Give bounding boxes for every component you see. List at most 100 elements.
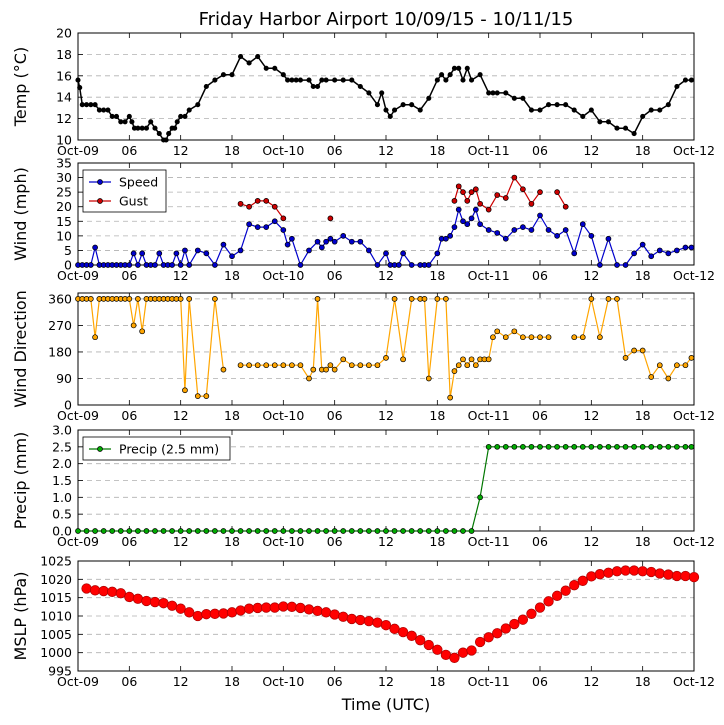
temp-xtick-label: 18 xyxy=(224,143,240,158)
precip-data-point xyxy=(135,528,141,534)
temp-data-point xyxy=(400,102,406,108)
wind-data-point xyxy=(254,224,261,230)
wind-data-point xyxy=(528,200,535,207)
temp-data-point xyxy=(563,102,569,108)
mslp-data-point xyxy=(646,566,657,578)
dir-data-point xyxy=(306,375,312,382)
dir-data-point xyxy=(212,296,218,302)
temp-data-point xyxy=(77,85,83,91)
dir-xtick-label: 12 xyxy=(173,408,189,423)
precip-data-point xyxy=(545,443,552,450)
precip-data-point xyxy=(674,443,680,450)
precip-ytick-label: 0.0 xyxy=(52,524,72,539)
mslp-data-point xyxy=(107,586,118,597)
wind-data-point xyxy=(289,235,295,242)
dir-data-point xyxy=(674,362,680,369)
mslp-data-point xyxy=(620,565,631,576)
mslp-data-point xyxy=(346,613,357,625)
dir-xtick-label: Oct-09 xyxy=(57,408,99,423)
precip-data-point xyxy=(160,528,167,534)
dir-data-point xyxy=(92,334,98,341)
mslp-data-point xyxy=(98,585,109,597)
temp-data-point xyxy=(434,77,440,83)
wind-data-point xyxy=(614,262,620,268)
temp-ytick-label: 16 xyxy=(56,68,72,83)
dir-xtick-label: 06 xyxy=(532,408,548,423)
temp-data-point xyxy=(623,125,629,131)
temp-data-point xyxy=(129,119,135,125)
mslp-ytick-label: 995 xyxy=(48,664,72,679)
temp-xtick-label: 12 xyxy=(583,143,599,158)
mslp-data-point xyxy=(269,602,280,613)
temp-data-point xyxy=(614,125,620,131)
mslp-data-point xyxy=(560,585,571,596)
precip-xtick-label: Oct-12 xyxy=(673,534,715,549)
temp-data-point xyxy=(503,90,509,96)
precip-data-point xyxy=(417,528,424,534)
wind-data-point xyxy=(169,262,175,268)
precip-data-point xyxy=(614,443,620,450)
wind-data-point xyxy=(323,238,329,245)
temp-data-point xyxy=(220,72,226,78)
wind-data-point xyxy=(571,250,578,257)
dir-data-point xyxy=(348,362,355,369)
temp-data-point xyxy=(101,107,107,113)
mslp-data-point xyxy=(226,607,238,618)
temp-data-point xyxy=(443,77,449,83)
dir-data-point xyxy=(579,334,586,341)
temp-data-point xyxy=(340,77,346,83)
temp-data-point xyxy=(105,107,111,113)
precip-ytick-label: 2.5 xyxy=(52,439,72,454)
mslp-data-point xyxy=(166,600,178,611)
mslp-data-point xyxy=(603,567,614,578)
wind-data-point xyxy=(455,183,462,190)
precip-data-point xyxy=(194,528,201,534)
mslp-data-point xyxy=(551,590,563,601)
precip-data-point xyxy=(75,528,81,534)
temp-data-point xyxy=(546,102,552,108)
temp-data-point xyxy=(195,102,201,108)
wind-data-point xyxy=(468,189,475,195)
temp-data-point xyxy=(332,77,338,83)
wind-xtick-label: Oct-10 xyxy=(262,268,304,283)
temp-data-point xyxy=(520,95,526,101)
wind-data-point xyxy=(374,262,381,268)
temp-data-point xyxy=(297,77,303,83)
wind-data-point xyxy=(674,247,680,254)
mslp-data-point xyxy=(637,566,648,577)
temp-data-point xyxy=(109,113,115,120)
dir-series-line xyxy=(78,298,224,397)
mslp-data-point xyxy=(235,605,246,616)
precip-data-point xyxy=(117,528,124,534)
dir-data-point xyxy=(648,374,655,380)
wind-data-point xyxy=(631,250,637,257)
precip-xtick-label: 06 xyxy=(532,534,548,549)
dir-data-point xyxy=(340,356,347,363)
wind-series-line xyxy=(78,207,692,268)
wind-data-point xyxy=(306,247,312,254)
temp-data-point xyxy=(143,125,149,131)
precip-data-point xyxy=(520,443,526,450)
mslp-data-point xyxy=(509,618,520,630)
mslp-data-point xyxy=(132,593,144,604)
dir-data-point xyxy=(511,328,518,335)
precip-data-point xyxy=(220,528,227,534)
mslp-data-point xyxy=(449,652,460,663)
temp-data-point xyxy=(387,113,393,120)
temp-data-point xyxy=(238,53,244,60)
precip-data-point xyxy=(656,443,663,450)
mslp-data-point xyxy=(577,575,588,586)
wind-data-point xyxy=(460,218,466,225)
precip-legend-marker xyxy=(97,446,103,452)
mslp-data-point xyxy=(124,591,135,603)
wind-data-point xyxy=(443,235,449,242)
precip-data-point xyxy=(648,443,655,450)
wind-data-point xyxy=(280,215,287,222)
dir-data-point xyxy=(366,362,372,369)
mslp-data-point xyxy=(688,571,700,583)
wind-data-point xyxy=(562,203,569,210)
dir-xtick-label: Oct-11 xyxy=(468,408,510,423)
temp-data-point xyxy=(640,113,646,120)
temp-data-point xyxy=(357,83,363,90)
dir-data-point xyxy=(665,375,672,382)
